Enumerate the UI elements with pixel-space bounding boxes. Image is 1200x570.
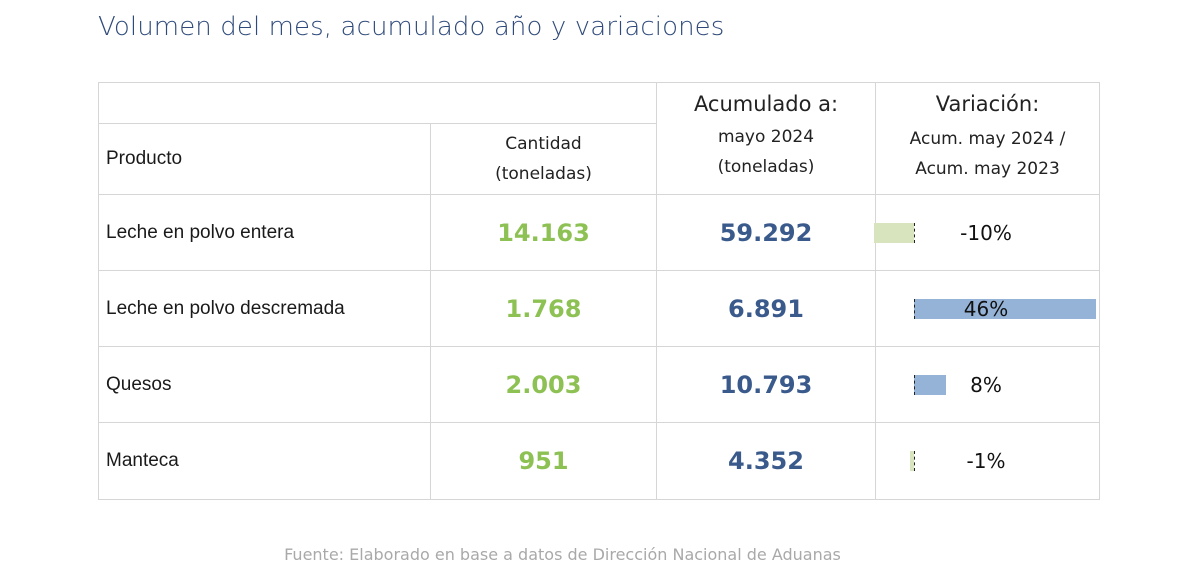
variacion-bar <box>910 451 914 471</box>
table-row: Leche en polvo entera 14.163 59.292 -10% <box>98 194 1100 271</box>
cantidad-title: Cantidad <box>505 134 582 154</box>
header-empty <box>98 82 657 124</box>
acumulado-title: Acumulado a: <box>693 92 839 116</box>
variacion-bar <box>874 223 914 243</box>
cantidad-value: 2.003 <box>430 346 657 423</box>
source-note: Fuente: Elaborado en base a datos de Dir… <box>284 545 841 564</box>
variacion-label: 8% <box>970 373 1002 397</box>
acumulado-value: 59.292 <box>656 194 876 271</box>
acumulado-unit: (toneladas) <box>717 157 815 177</box>
variacion-line2: Acum. may 2023 <box>915 159 1060 179</box>
product-name: Leche en polvo descremada <box>98 270 431 347</box>
cantidad-value: 951 <box>430 422 657 500</box>
variacion-bar <box>914 299 1096 319</box>
variacion-cell: 8% <box>875 346 1100 423</box>
header-acumulado: Acumulado a: mayo 2024 (toneladas) <box>656 82 876 195</box>
variacion-bar <box>914 375 946 395</box>
acumulado-value: 10.793 <box>656 346 876 423</box>
volume-table: Acumulado a: mayo 2024 (toneladas) Varia… <box>98 82 1100 500</box>
variacion-cell: 46% <box>875 270 1100 347</box>
header-variacion: Variación: Acum. may 2024 / Acum. may 20… <box>875 82 1100 195</box>
variacion-label: -10% <box>960 221 1012 245</box>
acumulado-value: 4.352 <box>656 422 876 500</box>
cantidad-value: 14.163 <box>430 194 657 271</box>
page-title: Volumen del mes, acumulado año y variaci… <box>98 12 725 42</box>
acumulado-period: mayo 2024 <box>717 127 815 147</box>
header-cantidad: Cantidad (toneladas) <box>430 123 657 195</box>
table-row: Quesos 2.003 10.793 8% <box>98 346 1100 423</box>
variacion-axis <box>914 299 915 319</box>
variacion-axis <box>914 223 915 243</box>
variacion-label: -1% <box>966 449 1006 473</box>
variacion-title: Variación: <box>935 92 1040 116</box>
product-name: Leche en polvo entera <box>98 194 431 271</box>
header-producto: Producto <box>98 123 431 195</box>
cantidad-value: 1.768 <box>430 270 657 347</box>
variacion-axis <box>914 451 915 471</box>
acumulado-value: 6.891 <box>656 270 876 347</box>
product-name: Manteca <box>98 422 431 500</box>
table-row: Manteca 951 4.352 -1% <box>98 422 1100 500</box>
variacion-cell: -1% <box>875 422 1100 500</box>
variacion-axis <box>914 375 915 395</box>
variacion-label: 46% <box>963 297 1009 321</box>
variacion-line1: Acum. may 2024 / <box>909 129 1066 149</box>
variacion-cell: -10% <box>874 194 1100 271</box>
table-row: Leche en polvo descremada 1.768 6.891 46… <box>98 270 1100 347</box>
product-name: Quesos <box>98 346 431 423</box>
cantidad-unit: (toneladas) <box>495 164 592 184</box>
